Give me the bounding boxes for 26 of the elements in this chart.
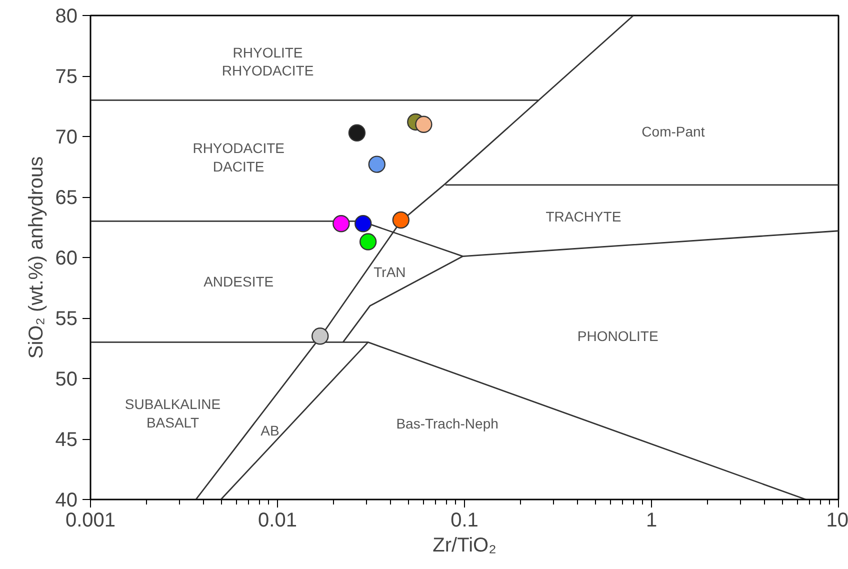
x-tick-label: 0.1 xyxy=(450,510,478,532)
y-tick-label: 40 xyxy=(55,490,78,512)
annotation: RHYOLITE RHYODACITE xyxy=(222,44,314,79)
x-tick-label: 0.01 xyxy=(258,510,297,532)
y-tick-label: 75 xyxy=(55,66,78,88)
annotation: TRACHYTE xyxy=(546,208,622,224)
annotation: Com-Pant xyxy=(642,124,705,140)
y-tick-label: 55 xyxy=(55,308,78,330)
annotation: AB xyxy=(260,422,280,439)
y-tick-label: 60 xyxy=(55,248,78,270)
annotation: PHONOLITE xyxy=(577,328,658,344)
x-tick-label: 1 xyxy=(646,510,658,532)
y-tick-label: 65 xyxy=(55,187,78,209)
annotation: ANDESITE xyxy=(204,274,274,290)
x-tick-label: 10 xyxy=(826,510,848,532)
y-tick-label: 80 xyxy=(55,6,78,28)
x-axis-title: Zr/TiO₂ xyxy=(432,534,496,556)
y-tick-label: 45 xyxy=(55,429,78,451)
annotation: RHYODACITE DACITE xyxy=(192,140,285,174)
annotation: TrAN xyxy=(374,264,406,280)
annotation: Bas-Trach-Neph xyxy=(396,415,498,432)
annotation: SUBALKALINE BASALT xyxy=(124,396,221,431)
y-tick-label: 50 xyxy=(55,368,78,390)
y-axis-title: SiO₂ (wt.%) anhydrous xyxy=(25,156,48,359)
x-tick-label: 0.001 xyxy=(65,510,116,532)
y-tick-label: 70 xyxy=(55,126,78,148)
